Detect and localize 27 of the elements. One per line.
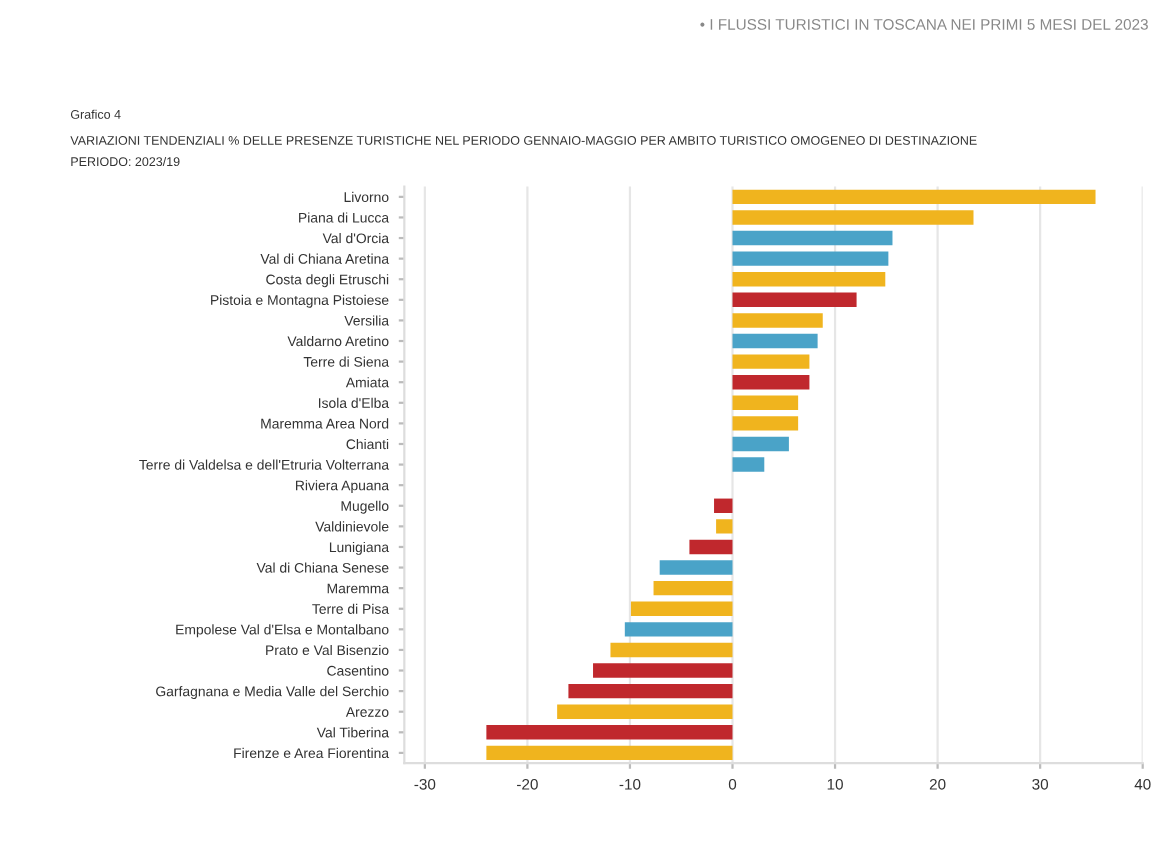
bar xyxy=(732,189,1096,205)
bar xyxy=(732,416,799,431)
bar xyxy=(610,642,733,658)
bar xyxy=(732,436,789,452)
bar xyxy=(653,580,733,596)
bar xyxy=(732,251,889,266)
bar xyxy=(732,313,823,328)
bar xyxy=(732,210,974,225)
bar xyxy=(732,375,810,390)
bar xyxy=(486,725,733,740)
bar xyxy=(568,683,733,699)
bar xyxy=(732,333,818,349)
bar xyxy=(732,230,893,246)
bar xyxy=(732,272,886,287)
bar xyxy=(732,457,765,472)
bar xyxy=(624,622,733,637)
bar xyxy=(630,601,733,616)
bar xyxy=(689,539,733,555)
bar xyxy=(732,395,799,411)
bar xyxy=(557,704,733,719)
bar xyxy=(716,519,733,534)
bar xyxy=(732,354,810,369)
bar xyxy=(593,663,733,678)
bar xyxy=(486,745,733,761)
bar xyxy=(659,560,733,575)
bar xyxy=(714,498,733,513)
bar xyxy=(732,292,857,308)
